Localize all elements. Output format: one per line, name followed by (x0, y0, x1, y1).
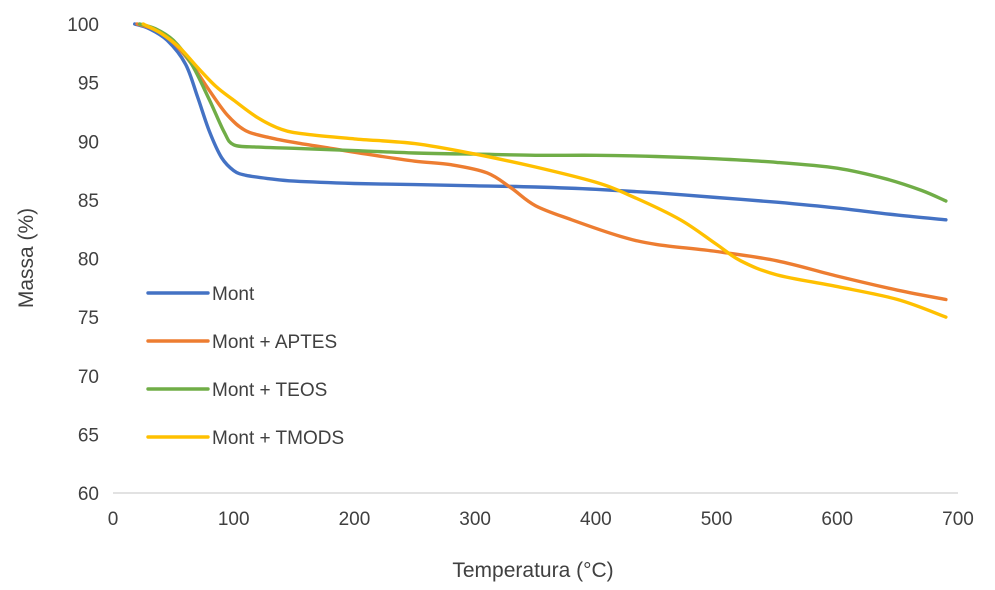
legend-label: Mont + APTES (212, 332, 337, 353)
legend-item: Mont + TEOS (146, 380, 327, 401)
legend-item: Mont + APTES (146, 332, 337, 353)
legend-label: Mont + TMODS (212, 428, 344, 449)
legend: Mont Mont + APTES Mont + TEOS Mont + TMODS (146, 284, 344, 449)
legend-label: Mont (212, 284, 255, 305)
y-tick-label: 100 (67, 15, 99, 36)
y-tick-label: 60 (78, 484, 99, 505)
y-tick-label: 85 (78, 191, 99, 212)
x-tick-label: 500 (701, 509, 733, 530)
x-tick-label: 100 (218, 509, 250, 530)
x-tick-label: 600 (821, 509, 853, 530)
legend-label: Mont + TEOS (212, 380, 327, 401)
x-tick-label: 700 (942, 509, 974, 530)
y-tick-label: 95 (78, 74, 99, 95)
legend-item: Mont (146, 284, 255, 305)
x-tick-label: 300 (459, 509, 491, 530)
x-tick-label: 400 (580, 509, 612, 530)
y-tick-label: 75 (78, 308, 99, 329)
series-line-1 (135, 22, 948, 302)
series-line-2 (137, 22, 948, 203)
x-tick-label: 0 (108, 509, 119, 530)
y-axis-title: Massa (%) (15, 208, 38, 308)
y-tick-label: 80 (78, 250, 99, 271)
axes: 0 100 200 300 400 500 600 700 60 65 70 75 80 85 90 95 10… (67, 15, 974, 530)
y-tick-label: 65 (78, 425, 99, 446)
series-lines (133, 22, 948, 319)
series-line-3 (141, 22, 948, 319)
x-axis-title: Temperatura (°C) (452, 559, 613, 582)
legend-item: Mont + TMODS (146, 428, 344, 449)
x-tick-label: 200 (339, 509, 371, 530)
series-line-0 (133, 22, 948, 222)
y-tick-label: 90 (78, 132, 99, 153)
y-tick-label: 70 (78, 367, 99, 388)
